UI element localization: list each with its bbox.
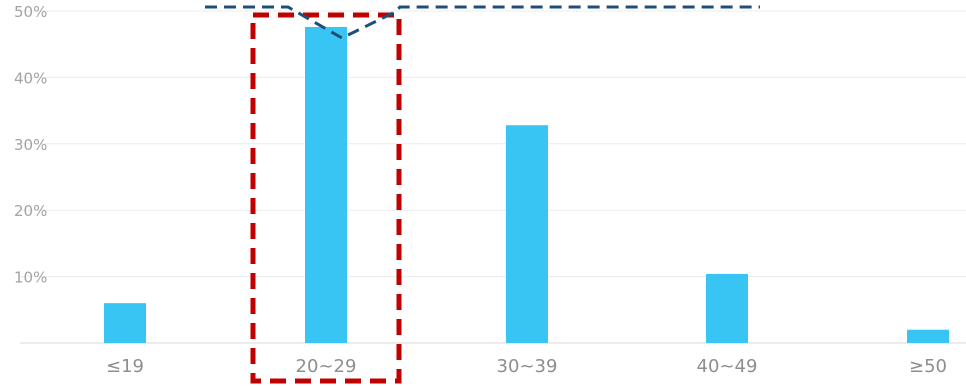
x-tick-label: ≥50	[909, 356, 947, 377]
x-tick-label: ≤19	[106, 356, 144, 377]
bar	[506, 125, 548, 343]
bar	[907, 329, 949, 343]
highlight-box	[250, 12, 402, 384]
y-tick-label: 10%	[14, 269, 47, 287]
y-tick-label: 20%	[14, 202, 47, 220]
bar	[305, 26, 347, 343]
y-axis-tick-labels: 10% 20% 30% 40% 50%	[14, 3, 47, 287]
callout-line	[205, 5, 760, 40]
x-tick-label: 30~39	[497, 356, 558, 377]
x-axis-tick-labels: ≤19 20~29 30~39 40~49 ≥50	[106, 356, 947, 377]
y-tick-label: 30%	[14, 136, 47, 154]
bar	[104, 303, 146, 343]
bar	[706, 273, 748, 343]
x-tick-label: 40~49	[697, 356, 758, 377]
x-tick-label: 20~29	[296, 356, 357, 377]
y-tick-label: 50%	[14, 3, 47, 21]
bars	[104, 26, 949, 343]
gridlines	[20, 10, 966, 278]
y-tick-label: 40%	[14, 69, 47, 87]
